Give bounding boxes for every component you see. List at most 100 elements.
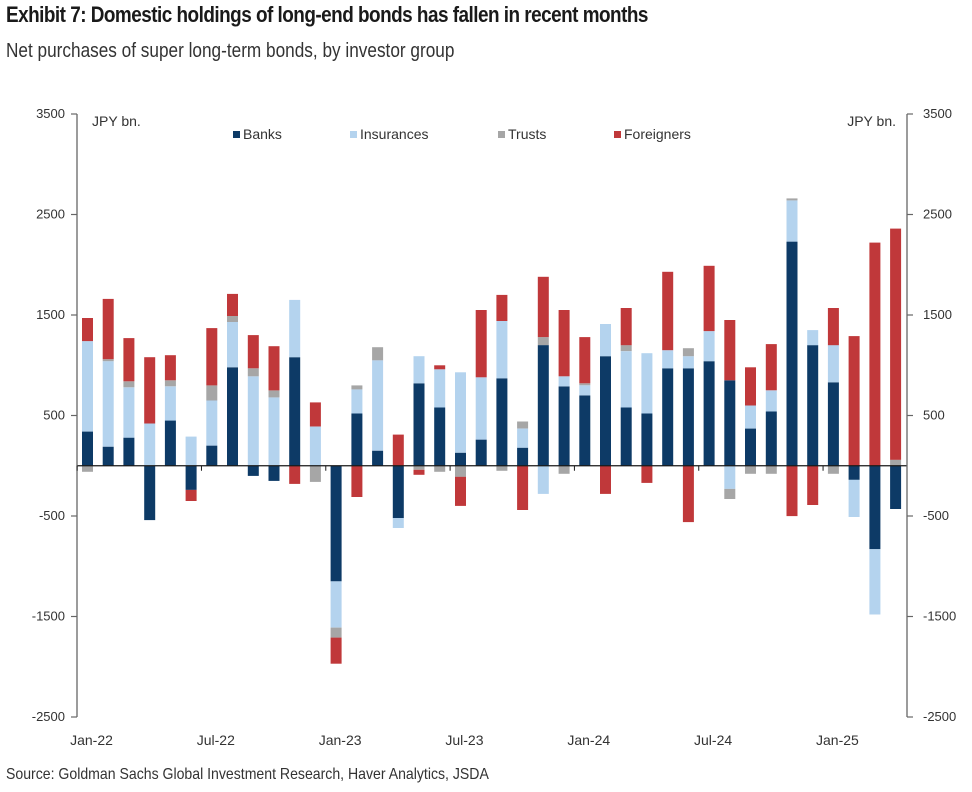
bar-foreigners-may-23 [413, 469, 425, 475]
bar-trusts-mar-24 [620, 345, 632, 352]
bar-foreigners-apr-25 [890, 228, 902, 460]
bar-banks-aug-22 [227, 367, 238, 466]
y-tick-label-right: 3500 [923, 106, 952, 121]
bar-banks-oct-22 [268, 465, 280, 481]
bar-banks-apr-24 [641, 413, 653, 466]
bar-trusts-nov-23 [537, 337, 549, 346]
bar-foreigners-feb-22 [102, 298, 114, 360]
bar-banks-apr-25 [890, 465, 902, 509]
y-tick-label-left: 2500 [36, 207, 65, 222]
bar-insurances-feb-24 [600, 324, 611, 357]
bar-foreigners-feb-23 [351, 465, 363, 497]
x-tick-label: Jan-23 [319, 732, 362, 748]
bar-foreigners-jul-23 [455, 476, 466, 506]
bar-foreigners-apr-24 [641, 465, 653, 483]
x-tick-label: Jan-24 [567, 732, 610, 748]
legend-label-banks: Banks [243, 126, 282, 142]
bar-insurances-jun-23 [434, 369, 446, 408]
legend-swatch-trusts [498, 131, 505, 138]
bar-trusts-jun-23 [434, 465, 446, 472]
bar-banks-feb-23 [351, 413, 363, 466]
bar-banks-sep-23 [496, 378, 508, 466]
bar-insurances-oct-24 [765, 390, 777, 412]
legend-item-insurances: Insurances [350, 126, 428, 142]
bar-insurances-apr-22 [144, 423, 156, 466]
bar-insurances-jan-24 [579, 385, 591, 396]
bar-foreigners-jun-22 [185, 489, 197, 501]
bar-trusts-may-23 [413, 465, 425, 470]
bar-foreigners-may-22 [164, 355, 176, 381]
bar-banks-jun-24 [682, 368, 694, 466]
bar-trusts-jul-22 [206, 385, 218, 401]
bar-insurances-may-23 [413, 356, 425, 384]
legend-item-foreigners: Foreigners [614, 126, 691, 142]
bar-insurances-apr-24 [641, 353, 653, 414]
bars-group [82, 198, 902, 664]
bar-foreigners-oct-22 [268, 346, 280, 391]
bar-banks-dec-24 [807, 345, 819, 466]
y-axis-unit-right: JPY bn. [847, 113, 896, 129]
bar-foreigners-jul-22 [206, 328, 218, 386]
bar-banks-may-24 [662, 368, 674, 466]
bar-banks-mar-22 [123, 437, 135, 466]
bar-insurances-aug-22 [227, 322, 238, 368]
bar-trusts-jan-23 [330, 627, 342, 638]
source-note: Source: Goldman Sachs Global Investment … [6, 766, 489, 783]
bar-banks-jan-25 [827, 382, 839, 466]
bar-trusts-sep-22 [247, 368, 259, 377]
bar-foreigners-jan-25 [827, 308, 839, 346]
bar-trusts-sep-23 [496, 465, 508, 471]
bar-foreigners-aug-23 [475, 310, 487, 378]
legend-label-foreigners: Foreigners [624, 126, 691, 142]
bar-insurances-mar-24 [620, 351, 632, 408]
bar-trusts-feb-23 [351, 385, 363, 390]
bar-trusts-dec-22 [309, 465, 321, 482]
bar-banks-jan-24 [579, 395, 591, 466]
legend-item-banks: Banks [233, 126, 282, 142]
bar-banks-jun-22 [185, 465, 197, 490]
bar-insurances-jul-23 [455, 372, 466, 453]
bar-insurances-jan-25 [827, 345, 839, 383]
y-tick-label-right: 500 [923, 408, 945, 423]
bar-foreigners-may-24 [662, 271, 674, 351]
bar-foreigners-jan-22 [82, 318, 93, 342]
bar-trusts-oct-24 [765, 465, 777, 474]
bar-banks-apr-22 [144, 465, 156, 521]
bar-banks-jan-23 [330, 465, 342, 582]
bar-foreigners-sep-24 [745, 367, 756, 406]
bar-foreigners-jun-24 [682, 465, 694, 523]
bar-trusts-nov-24 [786, 198, 798, 201]
y-tick-label-left: 3500 [36, 106, 65, 121]
y-tick-label-right: -1500 [923, 609, 956, 624]
y-tick-label-left: -1500 [32, 609, 65, 624]
bar-banks-dec-23 [558, 386, 570, 466]
bar-trusts-may-22 [164, 380, 176, 387]
bar-foreigners-jan-23 [330, 637, 342, 664]
bar-insurances-may-22 [164, 386, 176, 421]
bar-banks-may-23 [413, 383, 425, 466]
bar-insurances-sep-23 [496, 321, 508, 379]
legend-swatch-foreigners [614, 131, 621, 138]
bar-trusts-sep-24 [745, 465, 756, 474]
bar-foreigners-mar-22 [123, 338, 135, 382]
bar-foreigners-jun-23 [434, 365, 446, 370]
bar-trusts-jul-23 [455, 465, 466, 477]
y-tick-label-right: -2500 [923, 709, 956, 724]
bar-foreigners-mar-25 [869, 242, 881, 466]
y-tick-label-left: 500 [43, 408, 65, 423]
bar-banks-nov-24 [786, 241, 798, 466]
bar-foreigners-nov-24 [786, 465, 798, 517]
bar-insurances-nov-24 [786, 200, 798, 242]
bar-foreigners-oct-24 [765, 344, 777, 391]
bar-insurances-sep-24 [745, 405, 756, 429]
bar-banks-jun-23 [434, 407, 446, 466]
axes-group: 3500 3500 2500 2500 1500 1500 500 500 -500 -500 -1… [32, 106, 957, 748]
y-tick-label-right: 1500 [923, 307, 952, 322]
bar-banks-feb-22 [102, 446, 114, 466]
y-tick-label-right: -500 [923, 508, 949, 523]
bar-banks-jul-23 [455, 452, 466, 466]
bar-insurances-aug-24 [724, 465, 736, 489]
bar-trusts-mar-23 [372, 347, 384, 361]
bar-foreigners-aug-24 [724, 320, 736, 381]
bar-insurances-jun-22 [185, 436, 197, 466]
